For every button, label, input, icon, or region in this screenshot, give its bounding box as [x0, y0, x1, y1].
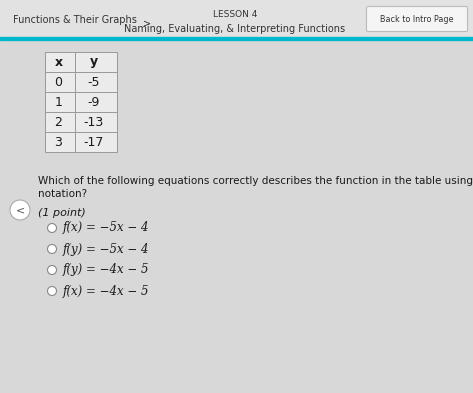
- Circle shape: [47, 244, 56, 253]
- Text: f(x) = −5x − 4: f(x) = −5x − 4: [63, 222, 149, 235]
- Text: 1: 1: [54, 95, 62, 108]
- Text: >: >: [143, 18, 151, 28]
- Bar: [45, 112, 75, 132]
- Text: -9: -9: [88, 95, 100, 108]
- Text: LESSON 4: LESSON 4: [213, 10, 257, 19]
- Text: Which of the following equations correctly describes the function in the table u: Which of the following equations correct…: [38, 176, 473, 186]
- Text: -13: -13: [84, 116, 104, 129]
- Bar: [45, 132, 75, 152]
- Text: f(y) = −5x − 4: f(y) = −5x − 4: [63, 242, 149, 255]
- Bar: [75, 52, 117, 72]
- Bar: [75, 92, 117, 112]
- Text: Back to Intro Page: Back to Intro Page: [380, 15, 454, 24]
- Text: 3: 3: [54, 136, 62, 149]
- Bar: [75, 112, 117, 132]
- Text: notation?: notation?: [38, 189, 87, 199]
- Circle shape: [47, 224, 56, 233]
- Text: -5: -5: [88, 75, 100, 88]
- Text: <: <: [16, 205, 25, 215]
- Bar: [0, 37, 473, 40]
- Text: Functions & Their Graphs: Functions & Their Graphs: [13, 15, 137, 25]
- Text: f(y) = −4x − 5: f(y) = −4x − 5: [63, 263, 149, 277]
- Text: 0: 0: [54, 75, 62, 88]
- Bar: [0, 0, 473, 40]
- Text: x: x: [54, 55, 62, 68]
- Bar: [75, 132, 117, 152]
- Text: y: y: [90, 55, 98, 68]
- Text: 2: 2: [54, 116, 62, 129]
- Text: -17: -17: [84, 136, 104, 149]
- Bar: [45, 72, 75, 92]
- FancyBboxPatch shape: [367, 7, 467, 31]
- Text: f(x) = −4x − 5: f(x) = −4x − 5: [63, 285, 149, 298]
- Text: (1 point): (1 point): [38, 208, 86, 218]
- Bar: [45, 52, 75, 72]
- Bar: [45, 92, 75, 112]
- Circle shape: [47, 286, 56, 296]
- Text: Naming, Evaluating, & Interpreting Functions: Naming, Evaluating, & Interpreting Funct…: [124, 24, 346, 34]
- Bar: [75, 72, 117, 92]
- Circle shape: [47, 266, 56, 274]
- Circle shape: [10, 200, 30, 220]
